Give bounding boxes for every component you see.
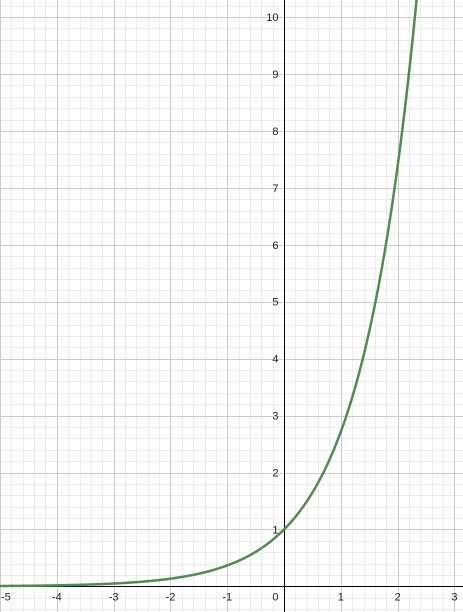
x-tick-label: 3 (451, 592, 457, 604)
x-tick-label: -5 (1, 592, 11, 604)
y-tick-label: 5 (272, 297, 278, 309)
x-tick-label: 2 (395, 592, 401, 604)
y-tick-label: 3 (272, 411, 278, 423)
y-tick-label: 4 (272, 354, 278, 366)
x-tick-label: -3 (109, 592, 119, 604)
x-tick-label: 1 (338, 592, 344, 604)
x-tick-label: -1 (222, 592, 232, 604)
y-tick-label: 9 (272, 69, 278, 81)
y-tick-label: 10 (266, 12, 278, 24)
x-tick-label: -2 (166, 592, 176, 604)
series-line-0[interactable] (0, 0, 419, 588)
y-tick-label: 1 (272, 524, 278, 536)
tick-labels: -5 -4 -3 -2 -1 0 1 2 3 1 2 3 4 5 6 7 8 9 10 (1, 12, 458, 603)
y-tick-label: 7 (272, 183, 278, 195)
y-tick-label: 8 (272, 126, 278, 138)
curve-layer[interactable] (0, 0, 419, 588)
x-tick-label: 0 (272, 592, 278, 604)
y-tick-label: 2 (272, 468, 278, 480)
x-tick-label: -4 (52, 592, 62, 604)
y-tick-label: 6 (272, 240, 278, 252)
